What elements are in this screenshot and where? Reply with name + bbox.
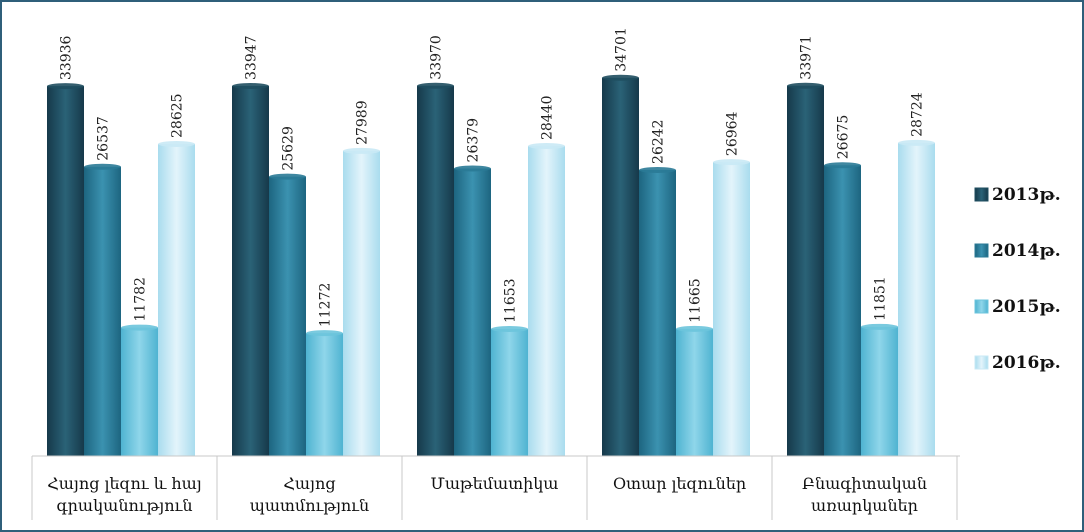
- bar-2-3: [454, 168, 491, 456]
- value-label-4-3: 28440: [540, 95, 556, 140]
- bar-cap-3-3: [491, 325, 528, 332]
- bar-3-4: [676, 328, 713, 456]
- bar-cap-3-4: [676, 325, 713, 332]
- value-label-bg-4-2: [353, 94, 374, 147]
- bar-4-2: [343, 150, 380, 456]
- bar-cap-2-1: [84, 163, 121, 170]
- bar-cap-1-3: [417, 82, 454, 89]
- value-label-bg-1-3: [427, 29, 448, 82]
- value-label-bg-1-1: [57, 30, 78, 83]
- bar-2-2: [269, 176, 306, 456]
- legend-label-3: 2015թ.: [992, 297, 1061, 317]
- value-label-1-2: 33947: [244, 35, 260, 80]
- bar-3-1: [121, 327, 158, 456]
- bar-4-1: [158, 143, 195, 457]
- category-label-3: Մաթեմատիկա: [431, 474, 559, 493]
- bar-1-5: [787, 85, 824, 457]
- category-labels-group: Հայոց լեզու և հայ գրականություն Հայոց պատմո…: [47, 474, 927, 515]
- value-label-1-4: 34701: [614, 27, 630, 72]
- value-label-bg-1-5: [797, 29, 818, 82]
- value-label-2-2: 25629: [281, 126, 297, 171]
- bar-cap-2-4: [639, 166, 676, 173]
- bar-2-5: [824, 165, 861, 456]
- value-label-bg-2-2: [279, 120, 300, 173]
- value-label-3-1: 11782: [133, 277, 149, 322]
- value-label-1-1: 33936: [59, 35, 75, 80]
- value-label-4-4: 26964: [725, 111, 741, 156]
- bar-cap-2-5: [824, 162, 861, 169]
- bar-cap-3-2: [306, 330, 343, 337]
- value-label-2-5: 26675: [836, 115, 852, 160]
- value-label-3-5: 11851: [873, 276, 889, 321]
- legend-swatch-3: [974, 299, 989, 314]
- bar-cap-4-4: [713, 159, 750, 166]
- value-label-bg-4-5: [908, 86, 929, 139]
- value-label-bg-2-3: [464, 112, 485, 165]
- value-label-bg-1-4: [612, 21, 633, 74]
- legend-swatch-1: [974, 187, 989, 202]
- category-label-5: Բնագիտական առարկաներ: [802, 474, 927, 515]
- bar-4-4: [713, 162, 750, 456]
- bar-1-2: [232, 85, 269, 457]
- value-label-bg-3-1: [131, 271, 152, 324]
- bar-cap-1-5: [787, 82, 824, 89]
- legend-swatch-2: [974, 243, 989, 258]
- value-label-bg-4-1: [168, 87, 189, 140]
- value-label-bg-2-4: [649, 113, 670, 166]
- value-labels-group: 33936 26537 11782 28625 33947 25629 11272 27989…: [57, 21, 929, 330]
- bar-cap-4-1: [158, 140, 195, 147]
- bar-3-3: [491, 328, 528, 456]
- legend-label-2: 2014թ.: [992, 241, 1061, 261]
- bar-cap-2-3: [454, 165, 491, 172]
- bar-cap-4-2: [343, 147, 380, 154]
- value-label-2-3: 26379: [466, 118, 482, 163]
- category-label-2: Հայոց պատմություն: [250, 474, 369, 515]
- value-label-bg-3-5: [871, 270, 892, 323]
- bar-cap-3-1: [121, 324, 158, 331]
- bar-cap-1-2: [232, 82, 269, 89]
- value-label-4-1: 28625: [170, 93, 186, 138]
- legend: 2013թ. 2014թ. 2015թ. 2016թ.: [974, 185, 1061, 373]
- legend-label-1: 2013թ.: [992, 185, 1061, 205]
- bars-group: [47, 74, 935, 457]
- value-label-bg-3-4: [686, 272, 707, 325]
- value-label-1-5: 33971: [799, 35, 815, 80]
- bar-4-3: [528, 146, 565, 456]
- legend-label-4: 2016թ.: [992, 353, 1061, 373]
- bar-cap-1-1: [47, 83, 84, 90]
- bar-2-1: [84, 166, 121, 456]
- value-label-3-4: 11665: [688, 278, 704, 323]
- bar-cap-4-5: [898, 139, 935, 146]
- category-label-1: Հայոց լեզու և հայ գրականություն: [47, 474, 202, 515]
- x-axis: [31, 455, 960, 520]
- value-label-4-5: 28724: [910, 92, 926, 137]
- bar-cap-2-2: [269, 173, 306, 180]
- value-label-bg-4-4: [723, 106, 744, 159]
- value-label-bg-3-3: [501, 272, 522, 325]
- value-label-2-1: 26537: [96, 116, 112, 161]
- value-label-4-2: 27989: [355, 100, 371, 145]
- bar-cap-1-4: [602, 74, 639, 81]
- bar-cap-3-5: [861, 323, 898, 330]
- value-label-3-3: 11653: [503, 278, 519, 323]
- bar-4-5: [898, 142, 935, 457]
- value-label-bg-2-5: [834, 109, 855, 162]
- value-label-3-2: 11272: [318, 283, 334, 328]
- value-label-bg-4-3: [538, 90, 559, 143]
- bar-1-3: [417, 85, 454, 457]
- bar-3-5: [861, 326, 898, 456]
- category-label-4: Օտար լեզուներ: [613, 474, 746, 493]
- bar-2-4: [639, 169, 676, 456]
- legend-swatch-4: [974, 355, 989, 370]
- value-label-1-3: 33970: [429, 35, 445, 80]
- bar-cap-4-3: [528, 143, 565, 150]
- value-label-bg-1-2: [242, 29, 263, 82]
- value-label-2-4: 26242: [651, 119, 667, 164]
- bar-1-4: [602, 77, 639, 457]
- value-label-bg-3-2: [316, 277, 337, 330]
- bar-3-2: [306, 333, 343, 456]
- value-label-bg-2-1: [94, 110, 115, 163]
- bar-1-1: [47, 86, 84, 457]
